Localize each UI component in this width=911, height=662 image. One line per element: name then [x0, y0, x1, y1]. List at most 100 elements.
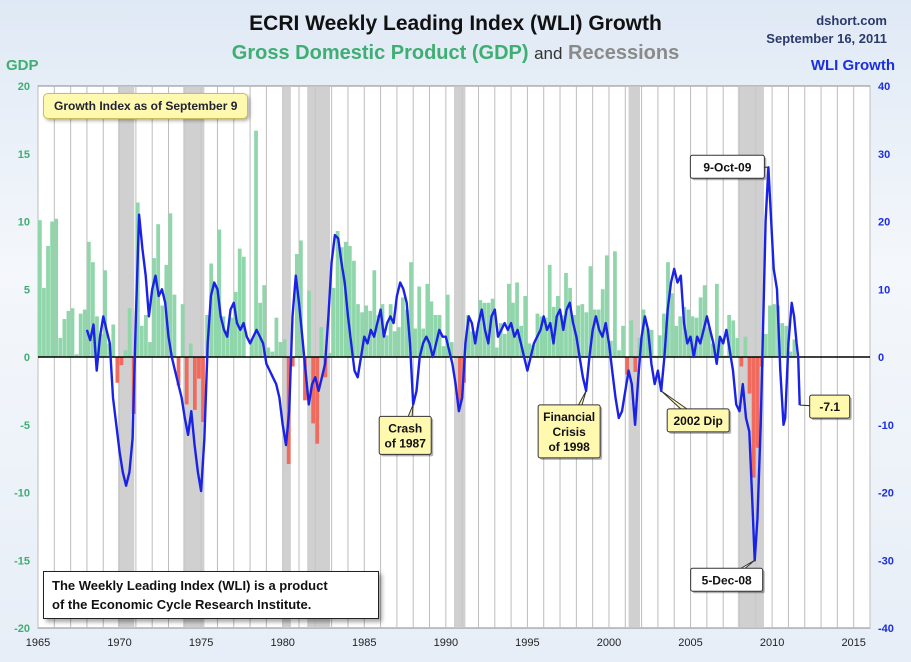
gdp-bar — [396, 327, 401, 357]
gdp-bar — [441, 346, 446, 357]
gdp-bar — [221, 316, 226, 357]
gdp-bar — [274, 317, 279, 357]
gdp-bar — [539, 316, 544, 357]
gdp-bar — [127, 308, 132, 357]
gdp-bar — [629, 320, 634, 357]
gdp-bar — [580, 304, 585, 357]
left-axis-tick-label: -10 — [14, 488, 30, 500]
gdp-bar — [270, 351, 275, 357]
left-axis-tick-label: 0 — [24, 352, 30, 364]
annotation-label: 9-Oct-09 — [703, 160, 751, 174]
right-axis-tick-label: 10 — [878, 284, 890, 296]
gdp-bar — [307, 290, 311, 357]
wli-note-line2: of the Economic Cycle Research Institute… — [52, 597, 312, 612]
gdp-bar — [494, 347, 499, 357]
gdp-bar — [82, 309, 87, 357]
annotation-label: Crisis — [552, 425, 586, 439]
gdp-bar — [266, 347, 271, 357]
gdp-bar — [637, 338, 642, 357]
gdp-bar — [168, 213, 173, 357]
x-axis-tick-label: 1985 — [352, 637, 376, 649]
gdp-bar — [768, 305, 772, 357]
gdp-bar — [674, 325, 678, 357]
gdp-bar — [172, 294, 177, 357]
callout-box — [689, 154, 765, 179]
right-axis-tick-label: -40 — [878, 623, 894, 635]
gdp-bar — [144, 314, 148, 357]
gdp-bar — [417, 286, 422, 357]
x-axis-tick-label: 1995 — [515, 637, 539, 649]
gdp-bar — [225, 329, 230, 357]
gdp-bar — [515, 282, 519, 357]
gdp-bar — [523, 296, 528, 357]
x-axis-tick-label: 2010 — [760, 637, 784, 649]
callout-box — [690, 567, 764, 592]
gdp-bar — [409, 262, 413, 357]
gdp-bar — [58, 338, 63, 357]
gdp-bar — [123, 350, 128, 357]
gdp-bar — [678, 316, 683, 357]
gdp-bar — [237, 248, 242, 357]
gdp-bar — [772, 304, 776, 357]
subtitle-recessions: Recessions — [568, 42, 680, 64]
source-site: dshort.com — [816, 13, 887, 28]
gdp-bar — [433, 314, 438, 357]
annotation-label: 5-Dec-08 — [702, 573, 752, 587]
gdp-bar — [625, 357, 630, 375]
gdp-bar — [735, 338, 740, 357]
gdp-bar — [670, 293, 674, 357]
gdp-bar — [299, 240, 303, 357]
gdp-bar — [596, 309, 601, 357]
gdp-bar — [38, 220, 42, 357]
gdp-bar — [547, 264, 552, 357]
right-axis-tick-label: 40 — [878, 81, 890, 93]
right-axis-title: WLI Growth — [810, 57, 895, 74]
gdp-bar — [458, 357, 462, 404]
gdp-bar — [364, 305, 369, 357]
x-axis-tick-label: 1975 — [189, 637, 213, 649]
gdp-bar — [617, 350, 621, 357]
gdp-bar — [217, 229, 222, 357]
gdp-bar — [507, 283, 511, 357]
gdp-bar — [46, 245, 50, 357]
gdp-bar — [560, 314, 564, 357]
gdp-bar — [470, 331, 475, 357]
gdp-bar — [608, 340, 613, 357]
gdp-bar — [715, 283, 719, 357]
gdp-bar — [356, 304, 360, 357]
gdp-bar — [698, 297, 703, 357]
gdp-bar — [645, 328, 650, 357]
gdp-bar — [99, 333, 103, 357]
wli-source-note: The Weekly Leading Index (WLI) is a prod… — [43, 571, 379, 619]
gdp-bar — [303, 357, 307, 401]
x-axis-tick-label: 2005 — [678, 637, 702, 649]
right-axis-tick-label: -20 — [878, 488, 894, 500]
annotation-label: of 1987 — [385, 436, 427, 450]
gdp-bar — [425, 283, 430, 357]
gdp-bar — [262, 285, 267, 357]
gdp-bar — [662, 313, 666, 357]
gdp-bar — [445, 294, 450, 357]
right-axis-tick-label: 30 — [878, 149, 890, 161]
x-axis-tick-label: 2000 — [597, 637, 621, 649]
gdp-bar — [213, 285, 218, 357]
gdp-bar — [449, 342, 454, 357]
annotation-label: Financial — [543, 410, 595, 424]
x-axis-tick-label: 1970 — [107, 637, 131, 649]
gdp-bar — [502, 333, 507, 357]
gdp-bar — [543, 317, 548, 357]
gdp-bar — [233, 291, 238, 357]
x-axis-tick-label: 1990 — [434, 637, 458, 649]
gdp-bar — [633, 357, 638, 372]
gdp-bar — [788, 351, 793, 357]
gdp-bar — [555, 296, 560, 357]
gdp-bar — [706, 327, 711, 357]
gdp-bar — [176, 357, 181, 386]
subtitle-gdp: Gross Domestic Product (GDP) — [231, 42, 529, 64]
gdp-bar — [792, 339, 797, 357]
gdp-bar — [739, 357, 744, 367]
wli-note-line1: The Weekly Leading Index (WLI) is a prod… — [52, 578, 328, 593]
gdp-bar — [111, 324, 116, 357]
gdp-bar — [437, 314, 442, 357]
